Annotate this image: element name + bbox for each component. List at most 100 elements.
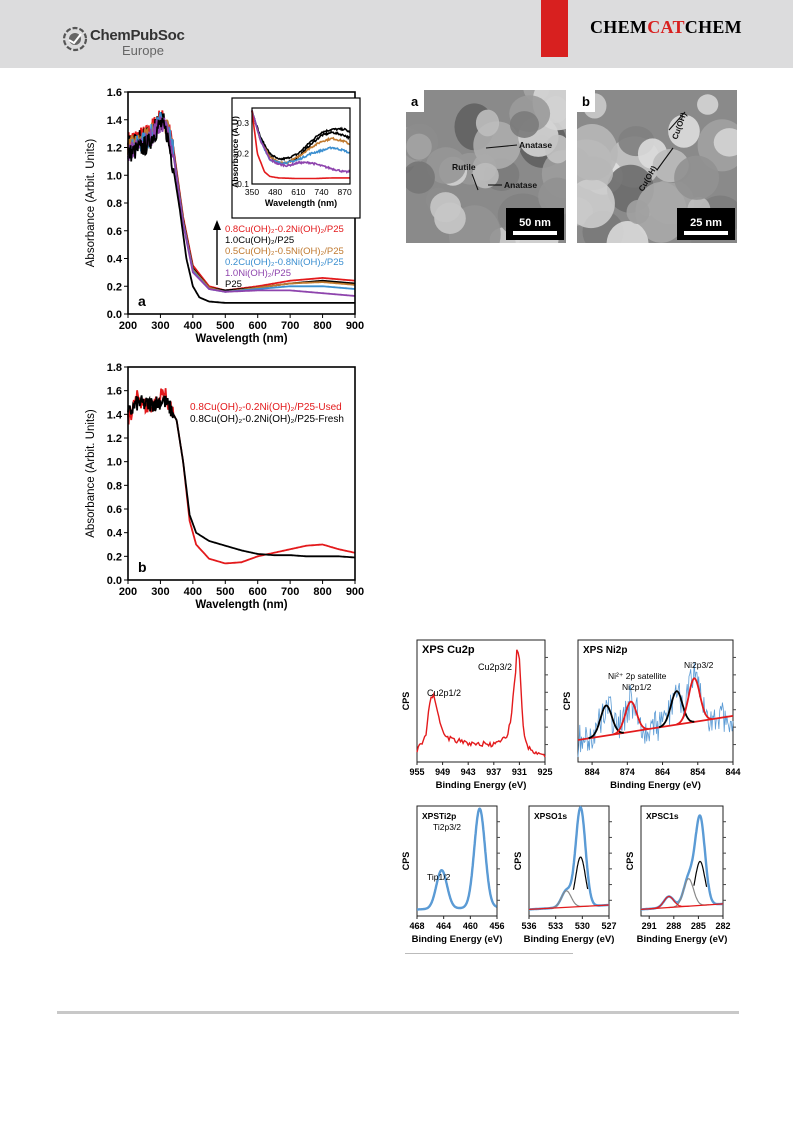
scale-bar-label: 25 nm [690, 217, 722, 229]
trend-arrow-head [213, 220, 221, 230]
xps-baseline [640, 903, 724, 910]
plot-frame [640, 805, 724, 917]
plot-frame [528, 805, 610, 917]
tem-particle [509, 111, 539, 138]
xps-title: XPS Ni2p [583, 645, 627, 656]
tem-particle [406, 161, 435, 194]
inset-x-tick-label: 870 [338, 187, 352, 197]
legend-entry: 0.8Cu(OH)₂-0.2Ni(OH)₂/P25-Used [190, 402, 342, 413]
x-tick-label: 943 [461, 767, 476, 777]
inset-series-line [251, 110, 351, 174]
x-axis-label: Binding Energy (eV) [637, 934, 728, 945]
tem-particle [674, 155, 720, 200]
x-tick-label: 900 [346, 586, 364, 598]
publisher-logo: ChemPubSoc Europe [62, 26, 222, 62]
y-tick-label: 0.0 [107, 575, 122, 587]
x-tick-label: 800 [313, 320, 331, 332]
x-tick-label: 937 [486, 767, 501, 777]
x-tick-label: 536 [521, 921, 536, 931]
peak-label: Ni2p1/2 [622, 682, 652, 692]
series-line [127, 388, 356, 565]
y-tick-label: 1.0 [107, 457, 122, 469]
x-tick-label: 900 [346, 320, 364, 332]
tem-particle [606, 221, 649, 243]
inset-x-axis-label: Wavelength (nm) [265, 198, 337, 208]
tem-particle [406, 133, 432, 160]
xps-spectrum [416, 649, 546, 758]
xps-fit-component [668, 878, 710, 909]
x-tick-label: 844 [725, 767, 740, 777]
x-tick-label: 300 [151, 320, 169, 332]
panel-letter: a [138, 293, 146, 309]
y-tick-label: 1.6 [107, 386, 122, 398]
y-tick-label: 0.6 [107, 226, 122, 238]
x-tick-label: 527 [601, 921, 616, 931]
x-tick-label: 291 [642, 921, 657, 931]
legend-entry: 1.0Ni(OH)₂/P25 [225, 268, 291, 279]
tem-image-a: a Anatase Rutile Anatase 50 nm [406, 90, 566, 243]
x-tick-label: 800 [313, 586, 331, 598]
y-tick-label: 1.4 [107, 115, 123, 127]
x-axis-label: Binding Energy (eV) [436, 780, 527, 791]
y-axis-label: CPS [513, 852, 523, 871]
xps-ti2p-chart: 468 464 460 456 Binding Energy (eV) CPS XPSTi2… [401, 805, 505, 945]
y-tick-label: 1.4 [107, 409, 123, 421]
xps-title: XPSO1s [534, 811, 567, 821]
x-tick-label: 400 [184, 320, 202, 332]
y-tick-label: 1.8 [107, 362, 122, 374]
panel-letter-box [406, 90, 424, 112]
inset-y-tick-label: 0.2 [237, 149, 249, 159]
peak-label: Cu2p1/2 [427, 688, 461, 698]
x-tick-label: 949 [435, 767, 450, 777]
tem-arrow [471, 173, 479, 191]
x-tick-label: 600 [249, 320, 267, 332]
footer-rule [57, 1011, 739, 1014]
x-tick-label: 864 [655, 767, 670, 777]
xps-fit-peak [658, 690, 695, 729]
x-tick-label: 200 [119, 320, 137, 332]
x-axis-label: Wavelength (nm) [195, 599, 287, 611]
journal-tab [541, 0, 568, 57]
publisher-name: ChemPubSoc [90, 27, 185, 44]
xps-cu2p-chart: 955 949 943 937 931 925 Binding Energy (eV) CPS… [401, 639, 553, 791]
plot-frame [416, 639, 546, 763]
tem-arrow [656, 147, 674, 171]
panel-letter: b [138, 559, 147, 575]
inset-frame [251, 107, 351, 185]
series-line [127, 116, 356, 297]
inset-y-axis-label: Absorbance (A.U) [230, 116, 240, 188]
x-tick-label: 500 [216, 320, 234, 332]
xps-fit-component [572, 856, 589, 890]
x-tick-label: 468 [409, 921, 424, 931]
y-tick-label: 1.2 [107, 433, 122, 445]
x-axis-label: Binding Energy (eV) [412, 934, 503, 945]
xps-figure-baseline [405, 953, 573, 954]
x-tick-label: 925 [537, 767, 552, 777]
y-axis-label: CPS [562, 692, 572, 711]
legend-entry: P25 [225, 279, 242, 290]
uv-vis-chart-a: 200 300 400 500 600 700 800 900 0.0 0.2 0.4 0.6 0.8 1… [85, 87, 364, 345]
y-tick-label: 0.6 [107, 504, 122, 516]
y-tick-label: 1.0 [107, 170, 122, 182]
page-header [0, 0, 793, 68]
peak-label: Tip1/2 [427, 872, 451, 882]
journal-part-1: CHEM [590, 17, 648, 37]
inset-x-tick-label: 610 [291, 187, 305, 197]
x-axis-label: Binding Energy (eV) [610, 780, 701, 791]
x-tick-label: 931 [512, 767, 527, 777]
inset-series-line [251, 110, 351, 165]
tem-particle [430, 192, 462, 223]
journal-part-2: CAT [647, 17, 685, 37]
y-tick-label: 0.8 [107, 198, 122, 210]
tem-label: Anatase [504, 180, 537, 190]
inset-x-tick-label: 480 [268, 187, 282, 197]
xps-title: XPSTi2p [422, 811, 456, 821]
x-tick-label: 530 [575, 921, 590, 931]
xps-c1s-chart: 291 288 285 282 Binding Energy (eV) CPS XPSC1s [625, 805, 731, 945]
y-axis-label: CPS [401, 852, 411, 871]
inset-x-tick-label: 350 [245, 187, 259, 197]
scale-bar [684, 231, 728, 235]
plot-frame [127, 366, 356, 581]
scale-bar [513, 231, 557, 235]
tem-particle [577, 123, 618, 181]
